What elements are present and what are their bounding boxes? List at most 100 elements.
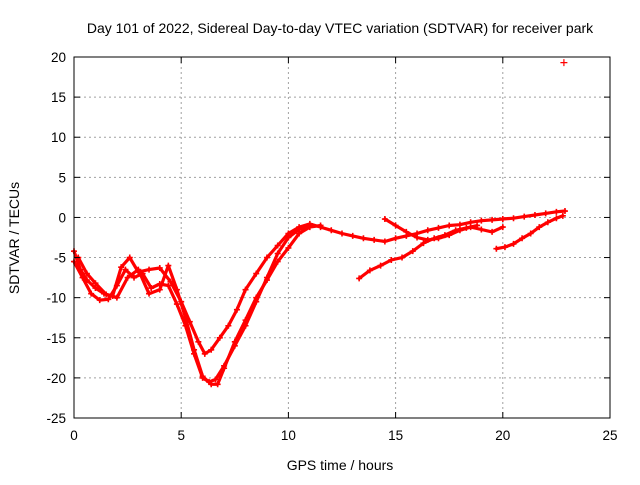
data-point [148,285,155,292]
y-tick-label: 15 [51,90,66,105]
data-point [501,244,508,251]
data-point [424,236,431,243]
y-tick-label: -25 [46,411,66,426]
data-point [510,215,517,222]
data-point [124,274,131,281]
data-point [377,262,384,269]
data-point [414,234,421,241]
data-point [216,334,223,341]
data-point [173,286,180,293]
data-point [263,277,270,284]
data-point [360,235,367,242]
data-point [328,227,335,234]
x-tick-label: 15 [388,428,403,443]
series-track-c [75,222,324,388]
data-point [201,350,208,357]
data-point [420,240,427,247]
data-point [306,224,313,231]
data-point [519,235,526,242]
data-point [156,286,163,293]
data-point [356,275,363,282]
data-point [146,266,153,273]
data-point [446,222,453,229]
data-point [242,317,249,324]
data-point [456,221,463,228]
data-point [135,266,142,273]
data-point [467,224,474,231]
series-layer [71,59,568,388]
data-point [349,232,356,239]
data-point [521,213,528,220]
y-axis-label: SDTVAR / TECUs [6,182,22,294]
data-point [499,224,506,231]
data-point [212,376,219,383]
data-point [296,230,303,237]
series-track-e [381,216,506,243]
plot-frame [73,56,611,419]
data-point [214,381,221,388]
data-point [317,222,324,229]
data-point [478,226,485,233]
data-point [536,224,543,231]
data-point [233,306,240,313]
data-point [105,296,112,303]
data-point [339,230,345,237]
data-point [103,291,110,298]
data-point [403,228,410,235]
data-point [456,227,463,234]
data-point [527,230,534,237]
data-point [88,290,95,297]
data-point [182,314,189,321]
data-point [113,282,120,289]
data-point [392,235,399,242]
data-point [126,254,133,261]
y-tick-label: -20 [46,371,66,386]
data-point [553,215,560,222]
y-tick-label: 20 [51,50,66,65]
data-point [131,274,138,281]
data-point-outlier [560,59,568,67]
series-line-track-c [76,223,323,386]
data-point [510,240,517,247]
series-outlier [560,59,568,67]
data-point [92,280,99,287]
x-tick-label: 25 [602,428,617,443]
data-point [191,346,198,353]
x-tick-label: 5 [177,428,185,443]
data-point [165,262,172,269]
data-point [542,210,549,217]
data-point [253,294,260,301]
series-line-track-f [494,214,565,251]
data-point [274,258,281,265]
x-axis-label: GPS time / hours [287,457,394,473]
data-point [409,248,416,255]
data-point [199,373,206,380]
data-point [435,224,442,231]
data-point [392,222,399,229]
data-point [559,212,566,219]
data-point [489,216,496,223]
data-point [399,254,406,261]
series-track-f [493,212,566,252]
data-point [173,301,180,308]
data-point [208,381,215,388]
data-point [83,270,90,277]
data-point [366,267,373,274]
y-tick-label: 0 [58,210,66,225]
x-tick-label: 0 [70,428,78,443]
tick-label-layer: 0 5 10 15 20 25 -25 -20 -15 -10 -5 0 5 10 15 20 [46,50,617,443]
data-point [146,290,153,297]
data-point [388,256,395,263]
data-point [499,216,506,223]
y-tick-label: -15 [46,331,66,346]
x-tick-label: 20 [495,428,510,443]
data-point [285,244,292,251]
data-point [531,212,538,219]
data-point [96,297,103,304]
data-point [274,242,281,249]
x-tick-label: 10 [281,428,296,443]
data-point [263,254,270,261]
data-point [381,238,388,245]
